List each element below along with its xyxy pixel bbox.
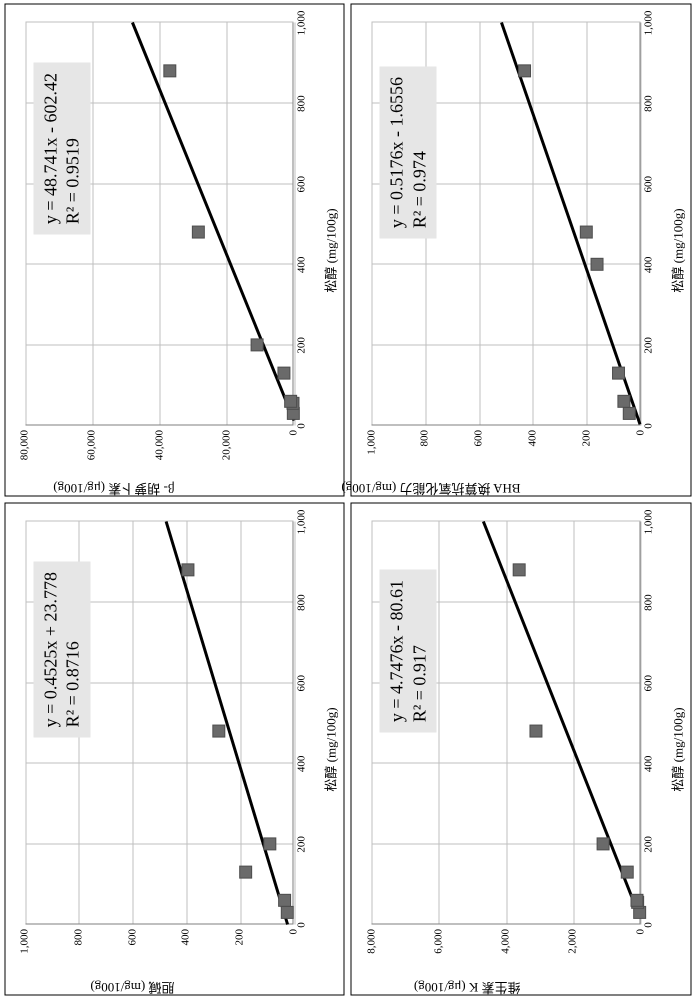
y-tick-label: 40,000 bbox=[153, 426, 165, 460]
y-tick-label: 8,000 bbox=[365, 925, 377, 954]
equation-box: y = 4.7476x - 80.61R² = 0.917 bbox=[380, 570, 437, 732]
y-tick-label: 4,000 bbox=[500, 925, 512, 954]
x-tick-label: 1,000 bbox=[294, 11, 308, 36]
trend-line bbox=[483, 522, 640, 918]
x-tick-label: 1,000 bbox=[640, 510, 654, 535]
x-tick-label: 200 bbox=[294, 836, 308, 853]
y-tick-label: 200 bbox=[580, 426, 592, 447]
data-marker bbox=[239, 867, 251, 879]
data-marker bbox=[263, 838, 275, 850]
panel-top-right: 02004006008001,000020,00040,00060,00080,… bbox=[4, 4, 345, 497]
x-tick-label: 400 bbox=[294, 257, 308, 274]
y-tick-label: 0 bbox=[634, 925, 646, 935]
r-squared-text: R² = 0.9519 bbox=[62, 73, 85, 224]
x-tick-label: 400 bbox=[294, 756, 308, 773]
data-marker bbox=[623, 408, 635, 420]
y-tick-label: 1,000 bbox=[19, 925, 31, 954]
panel-bottom-left: 02004006008001,00002,0004,0006,0008,000松… bbox=[351, 503, 692, 996]
data-marker bbox=[278, 895, 290, 907]
equation-text: y = 0.4525x + 23.778 bbox=[39, 572, 62, 727]
data-marker bbox=[580, 227, 592, 239]
y-tick-label: 800 bbox=[72, 925, 84, 946]
x-tick-label: 200 bbox=[294, 337, 308, 354]
data-marker bbox=[277, 368, 289, 380]
y-axis-label: 胆碱 (mg/100g) bbox=[90, 980, 174, 999]
equation-text: y = 4.7476x - 80.61 bbox=[386, 580, 409, 722]
data-marker bbox=[613, 368, 625, 380]
y-tick-label: 80,000 bbox=[19, 426, 31, 460]
x-axis-label: 松醇 (mg/100g) bbox=[321, 208, 340, 292]
panel-top-left: 02004006008001,00002004006008001,000松醇 (… bbox=[4, 503, 345, 996]
data-marker bbox=[591, 259, 603, 271]
data-marker bbox=[251, 339, 263, 351]
x-tick-label: 800 bbox=[640, 594, 654, 611]
y-tick-label: 20,000 bbox=[220, 426, 232, 460]
x-tick-label: 400 bbox=[640, 257, 654, 274]
data-marker bbox=[192, 227, 204, 239]
gridline-h bbox=[641, 522, 642, 925]
y-tick-label: 600 bbox=[126, 925, 138, 946]
y-tick-label: 2,000 bbox=[567, 925, 579, 954]
trend-line bbox=[166, 522, 287, 925]
x-tick-label: 800 bbox=[640, 95, 654, 112]
r-squared-text: R² = 0.8716 bbox=[62, 572, 85, 727]
x-tick-label: 800 bbox=[294, 594, 308, 611]
data-marker bbox=[284, 396, 296, 408]
data-marker bbox=[212, 726, 224, 738]
data-marker bbox=[181, 564, 193, 576]
data-marker bbox=[519, 65, 531, 77]
x-tick-label: 200 bbox=[640, 337, 654, 354]
x-tick-label: 800 bbox=[294, 95, 308, 112]
r-squared-text: R² = 0.974 bbox=[408, 77, 431, 228]
y-tick-label: 200 bbox=[234, 925, 246, 946]
equation-box: y = 0.5176x - 1.6556R² = 0.974 bbox=[380, 67, 437, 238]
x-axis-label: 松醇 (mg/100g) bbox=[667, 707, 686, 791]
y-tick-label: 0 bbox=[288, 426, 300, 436]
equation-text: y = 0.5176x - 1.6556 bbox=[386, 77, 409, 228]
data-marker bbox=[281, 907, 293, 919]
panel-bottom-right: 02004006008001,00002004006008001,000松醇 (… bbox=[351, 4, 692, 497]
data-marker bbox=[631, 895, 643, 907]
r-squared-text: R² = 0.917 bbox=[408, 580, 431, 722]
y-tick-label: 400 bbox=[526, 426, 538, 447]
equation-box: y = 48.741x - 602.42R² = 0.9519 bbox=[33, 63, 90, 234]
y-tick-label: 60,000 bbox=[86, 426, 98, 460]
y-tick-label: 1,000 bbox=[365, 426, 377, 455]
x-tick-label: 1,000 bbox=[294, 510, 308, 535]
y-tick-label: 0 bbox=[634, 426, 646, 436]
data-marker bbox=[618, 396, 630, 408]
data-marker bbox=[163, 65, 175, 77]
y-tick-label: 600 bbox=[473, 426, 485, 447]
chart-grid: 0 200 400 600 800 1,000 0 200 400 600 800 1,000 松醇 (… bbox=[0, 0, 695, 1000]
data-marker bbox=[530, 726, 542, 738]
data-marker bbox=[597, 838, 609, 850]
x-tick-label: 600 bbox=[294, 675, 308, 692]
trend-line bbox=[501, 23, 640, 425]
x-tick-label: 200 bbox=[640, 836, 654, 853]
x-tick-label: 600 bbox=[640, 675, 654, 692]
gridline-h bbox=[294, 23, 295, 426]
gridline-h bbox=[641, 23, 642, 426]
x-tick-label: 1,000 bbox=[640, 11, 654, 36]
page: 0 200 400 600 800 1,000 0 200 400 600 800 1,000 松醇 (… bbox=[0, 153, 695, 848]
y-axis-label: BHA 换算抗氧化能力 (mg/100g) bbox=[342, 481, 521, 500]
x-tick-label: 400 bbox=[640, 756, 654, 773]
data-marker bbox=[513, 564, 525, 576]
y-axis-label: 维生素 K (μg/100g) bbox=[414, 980, 521, 999]
equation-box: y = 0.4525x + 23.778R² = 0.8716 bbox=[33, 562, 90, 737]
x-axis-label: 松醇 (mg/100g) bbox=[321, 707, 340, 791]
data-marker bbox=[621, 867, 633, 879]
x-axis-label: 松醇 (mg/100g) bbox=[667, 208, 686, 292]
y-tick-label: 6,000 bbox=[432, 925, 444, 954]
x-tick-label: 600 bbox=[294, 176, 308, 193]
y-tick-label: 0 bbox=[288, 925, 300, 935]
x-tick-label: 600 bbox=[640, 176, 654, 193]
y-tick-label: 400 bbox=[180, 925, 192, 946]
y-axis-label: β- 胡萝卜素 (μg/100g) bbox=[53, 481, 174, 500]
gridline-h bbox=[294, 522, 295, 925]
equation-text: y = 48.741x - 602.42 bbox=[39, 73, 62, 224]
trend-line bbox=[132, 23, 294, 421]
y-tick-label: 800 bbox=[419, 426, 431, 447]
